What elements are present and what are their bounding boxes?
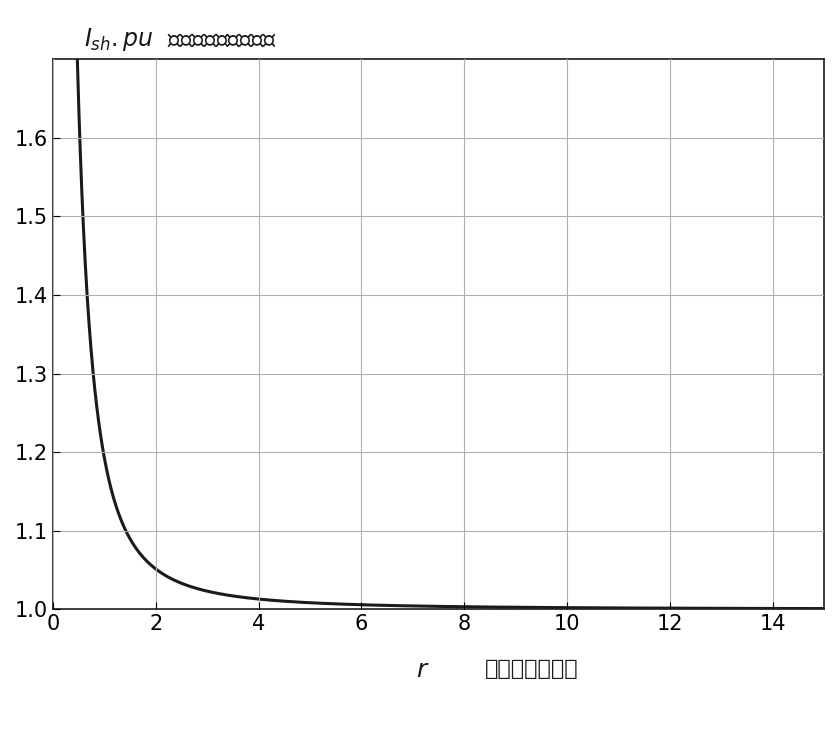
Text: （谐波电阵值）: （谐波电阵值）: [485, 659, 578, 679]
Text: $I_{sh}.pu$  （电网电流标么值）: $I_{sh}.pu$ （电网电流标么值）: [84, 26, 277, 53]
Text: $r$: $r$: [416, 659, 430, 682]
